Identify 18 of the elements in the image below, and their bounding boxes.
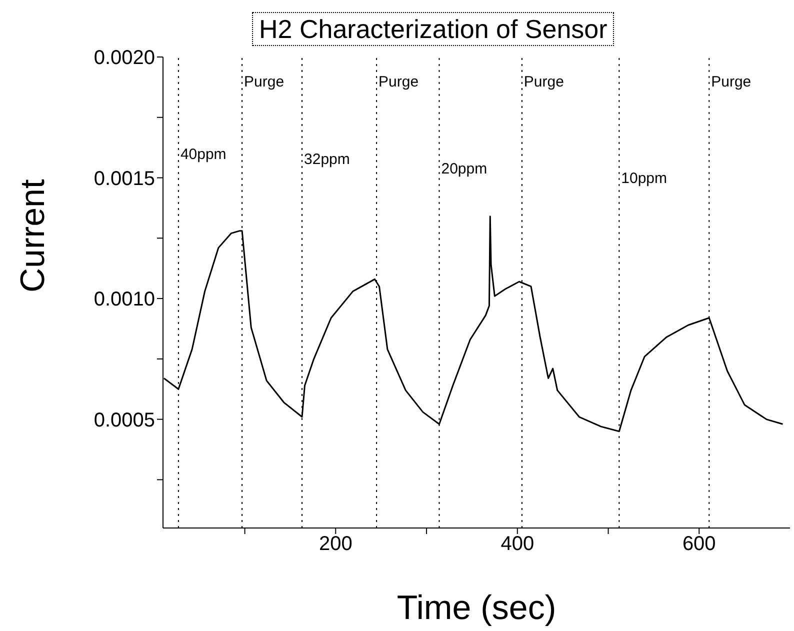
y-tick-label: 0.0015 <box>94 168 155 190</box>
x-tick-label: 600 <box>682 533 716 556</box>
chart-title: H2 Characterization of Sensor <box>252 12 614 46</box>
y-tick-label: 0.0005 <box>94 409 155 432</box>
annotation: 40ppm <box>180 146 226 163</box>
annotation: 20ppm <box>441 160 488 178</box>
x-tick-label: 200 <box>318 533 352 556</box>
y-tick-label: 0.0010 <box>94 288 155 311</box>
x-axis-title: Time (sec) <box>396 589 556 627</box>
y-axis-title: Current <box>14 178 52 292</box>
y-tick-label: 0.0020 <box>94 47 155 70</box>
annotation: Purge <box>378 73 419 90</box>
annotation: Purge <box>524 73 564 90</box>
annotation: 32ppm <box>304 150 350 168</box>
annotation: Purge <box>711 73 752 90</box>
annotation: Purge <box>244 73 284 90</box>
x-tick-label: 400 <box>500 533 534 556</box>
annotation: 10ppm <box>621 170 668 188</box>
